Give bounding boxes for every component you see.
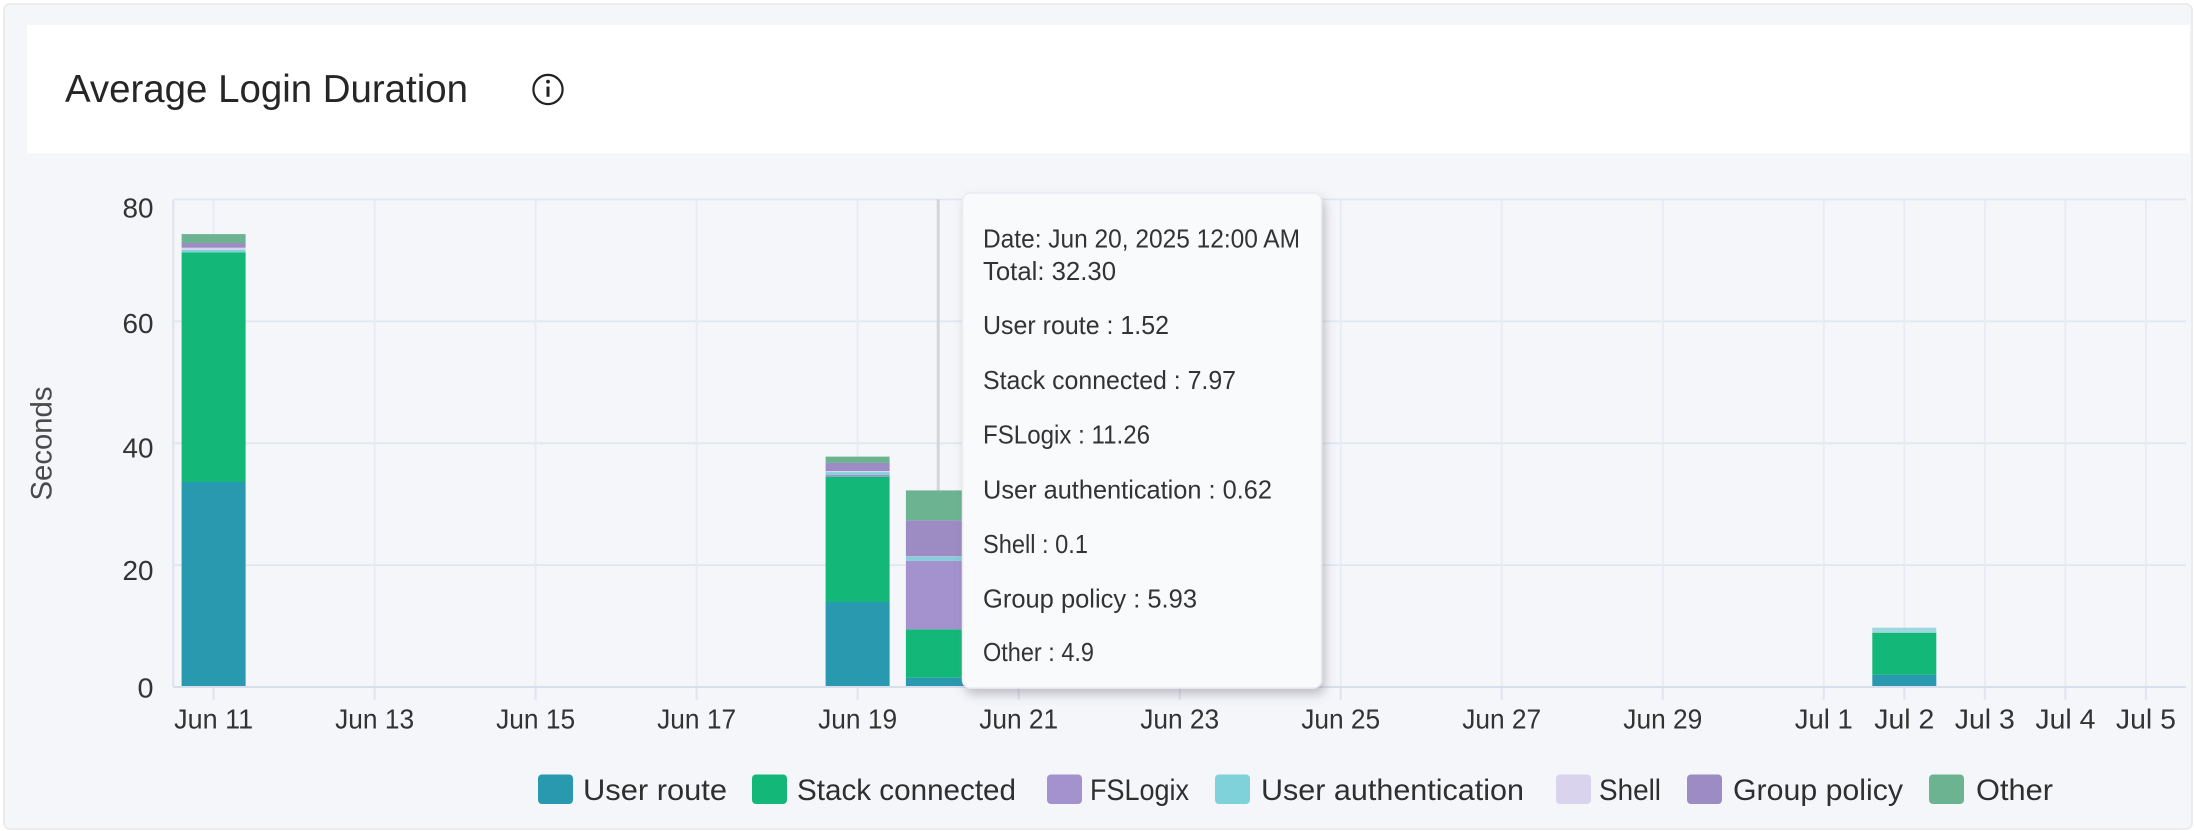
svg-text:Group policy: Group policy [1733,774,1903,807]
svg-text:Jul 5: Jul 5 [2116,704,2176,735]
svg-text:Jun 27: Jun 27 [1462,704,1541,735]
svg-text:40: 40 [123,433,154,464]
svg-text:Jul 1: Jul 1 [1795,704,1853,735]
svg-text:FSLogix: FSLogix [1090,774,1189,807]
svg-text:Jun 23: Jun 23 [1140,704,1219,735]
svg-text:Jun 25: Jun 25 [1301,704,1380,735]
svg-text:Jun 13: Jun 13 [335,704,414,735]
svg-text:Other : 4.9: Other : 4.9 [983,637,1094,667]
svg-text:Date: Jun 20, 2025 12:00 AM: Date: Jun 20, 2025 12:00 AM [983,224,1300,254]
svg-text:Other: Other [1976,774,2053,807]
svg-text:80: 80 [123,193,154,224]
svg-text:Stack connected : 7.97: Stack connected : 7.97 [983,365,1236,395]
svg-text:Jun 29: Jun 29 [1623,704,1702,735]
svg-text:Jul 4: Jul 4 [2035,704,2095,735]
svg-text:20: 20 [123,555,154,586]
svg-text:Shell : 0.1: Shell : 0.1 [983,529,1088,559]
svg-text:Average Login Duration: Average Login Duration [65,68,468,111]
svg-text:Jul 2: Jul 2 [1874,704,1934,735]
svg-text:User route : 1.52: User route : 1.52 [983,310,1169,340]
svg-text:Jun 21: Jun 21 [979,704,1058,735]
svg-text:Jun 15: Jun 15 [496,704,575,735]
svg-text:User route: User route [583,774,727,807]
svg-text:Jul 3: Jul 3 [1955,704,2015,735]
svg-text:FSLogix : 11.26: FSLogix : 11.26 [983,420,1150,450]
svg-text:Group policy : 5.93: Group policy : 5.93 [983,584,1197,614]
svg-text:0: 0 [138,673,154,704]
svg-text:Total: 32.30: Total: 32.30 [983,256,1116,286]
svg-text:User authentication : 0.62: User authentication : 0.62 [983,475,1272,505]
svg-text:Jun 17: Jun 17 [657,704,736,735]
svg-text:Seconds: Seconds [26,387,59,501]
svg-text:60: 60 [123,308,154,339]
svg-text:Shell: Shell [1599,774,1661,807]
svg-text:Jun 11: Jun 11 [174,704,253,735]
svg-text:Jun 19: Jun 19 [818,704,897,735]
svg-text:Stack connected: Stack connected [797,774,1016,807]
svg-text:User authentication: User authentication [1261,774,1524,807]
